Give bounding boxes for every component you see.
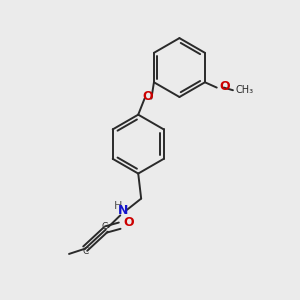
Text: C: C — [101, 222, 107, 231]
Text: H: H — [114, 201, 122, 211]
Text: C: C — [83, 247, 89, 256]
Text: CH₃: CH₃ — [236, 85, 254, 95]
Text: N: N — [118, 204, 128, 218]
Text: O: O — [219, 80, 230, 93]
Text: O: O — [142, 91, 153, 103]
Text: O: O — [124, 216, 134, 229]
